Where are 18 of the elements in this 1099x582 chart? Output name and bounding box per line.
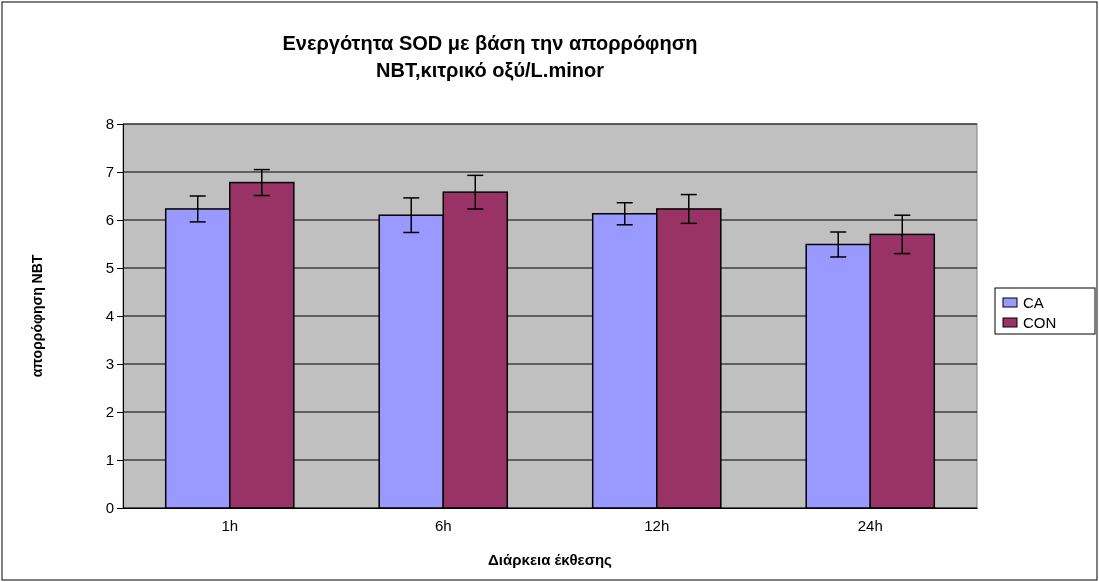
x-tick-label: 1h	[221, 516, 239, 534]
chart-title: Ενεργότητα SOD με βάση την απορρόφηση NBT,κιτρικό οξύ/L.minor	[282, 32, 698, 81]
y-tick-label: 2	[105, 403, 114, 421]
y-tick-label: 0	[105, 499, 114, 517]
x-tick-label: 6h	[434, 516, 452, 534]
y-axis-title: απορρόφηση NBT	[29, 254, 45, 378]
legend-label: CON	[1023, 314, 1057, 331]
x-tick-label: 24h	[857, 516, 883, 534]
x-tick-label: 12h	[644, 516, 670, 534]
y-tick-label: 7	[105, 163, 114, 181]
y-tick-label: 1	[105, 451, 114, 469]
x-axis-title: Διάρκεια έκθεσης	[488, 551, 613, 568]
legend-label: CA	[1023, 294, 1044, 311]
y-tick-label: 6	[105, 211, 114, 229]
y-tick-label: 8	[105, 115, 114, 133]
y-tick-label: 5	[105, 259, 114, 277]
y-tick-label: 4	[105, 307, 114, 325]
y-tick-label: 3	[105, 355, 114, 373]
